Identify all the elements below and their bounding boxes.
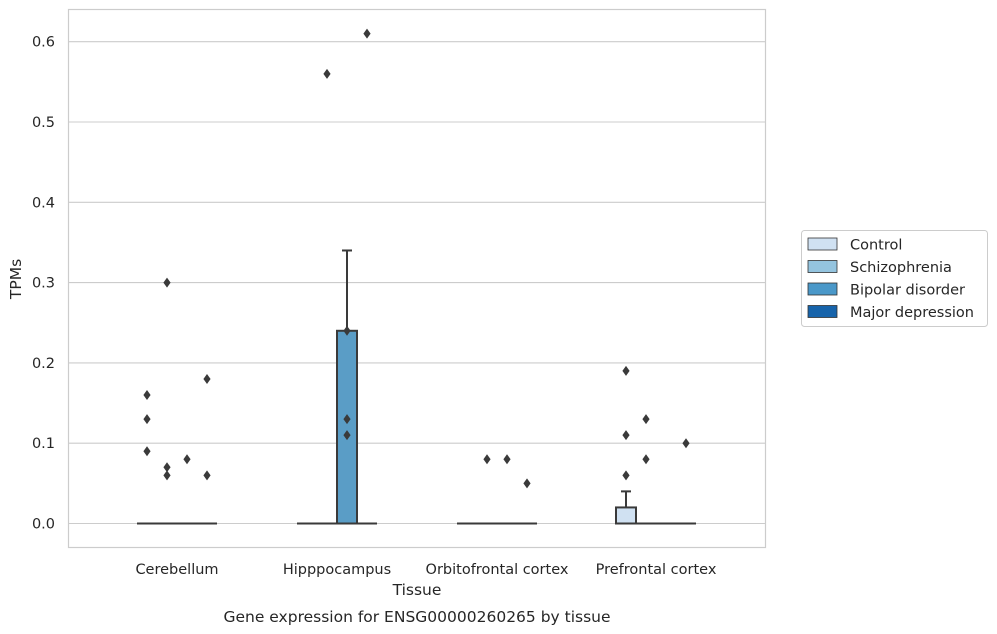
plot-frame: [67, 8, 767, 549]
y-tick-labels: 0.0 0.1 0.2 0.3 0.4 0.5 0.6: [32, 35, 55, 533]
legend-label: Bipolar disorder: [850, 283, 965, 299]
legend: Control Schizophrenia Bipolar disorder Majo…: [801, 230, 988, 327]
box-group: [137, 390, 157, 525]
box-group: [517, 478, 537, 525]
outlier-point: [343, 430, 351, 441]
box-group: [177, 454, 197, 525]
outlier-point: [203, 470, 211, 481]
y-tick-label: 0.2: [32, 356, 55, 372]
outlier-point: [483, 454, 491, 465]
legend-swatch: [807, 282, 838, 296]
x-tick-label: Orbitofrontal cortex: [426, 562, 569, 578]
box-group: [357, 28, 377, 525]
outlier-point: [183, 454, 191, 465]
box-plot-elements: [137, 28, 696, 525]
legend-label: Major depression: [850, 305, 974, 321]
outlier-point: [363, 28, 371, 39]
y-tick-label: 0.5: [32, 115, 55, 131]
outlier-point: [523, 478, 531, 489]
outlier-point: [622, 430, 630, 441]
x-tick-label: Prefrontal cortex: [596, 562, 717, 578]
outlier-point: [203, 373, 211, 384]
outlier-point: [163, 277, 171, 288]
box-group: [497, 454, 517, 525]
outlier-point: [323, 68, 331, 79]
box-group: [676, 438, 696, 525]
outlier-point: [682, 438, 690, 449]
box-group: [157, 277, 177, 525]
box-rect: [336, 329, 358, 525]
outlier-point: [143, 390, 151, 401]
legend-swatch: [807, 260, 838, 273]
legend-frame: [801, 230, 988, 327]
legend-label: Schizophrenia: [850, 260, 952, 276]
box-group: [336, 249, 358, 525]
x-tick-labels: Cerebellum Hipppocampus Orbitofrontal cort…: [135, 562, 716, 578]
outlier-point: [143, 414, 151, 425]
x-tick-label: Cerebellum: [135, 562, 218, 578]
outlier-point: [642, 414, 650, 425]
chart-caption: Gene expression for ENSG00000260265 by t…: [223, 608, 610, 626]
legend-swatch: [807, 305, 838, 318]
outlier-point: [343, 414, 351, 425]
box-group: [317, 68, 337, 525]
outlier-point: [163, 470, 171, 481]
grid-lines: [68, 41, 766, 525]
y-tick-label: 0.4: [32, 195, 55, 211]
box-group: [636, 414, 656, 525]
legend-swatch: [807, 237, 838, 251]
outlier-point: [642, 454, 650, 465]
outlier-point: [343, 325, 351, 336]
outlier-point: [163, 462, 171, 473]
outlier-point: [143, 446, 151, 457]
legend-label: Control: [850, 238, 902, 254]
x-axis-label: Tissue: [392, 581, 442, 599]
box-group: [477, 454, 497, 525]
y-tick-label: 0.0: [32, 517, 55, 533]
y-tick-label: 0.1: [32, 436, 55, 452]
box-group: [197, 373, 217, 525]
box-rect: [615, 506, 637, 525]
box-group: [615, 365, 637, 525]
y-axis-label: TPMs: [7, 259, 25, 300]
y-tick-label: 0.6: [32, 35, 55, 51]
x-tick-label: Hipppocampus: [283, 562, 391, 578]
outlier-point: [622, 470, 630, 481]
outlier-point: [503, 454, 511, 465]
outlier-point: [622, 365, 630, 376]
y-tick-label: 0.3: [32, 276, 55, 292]
